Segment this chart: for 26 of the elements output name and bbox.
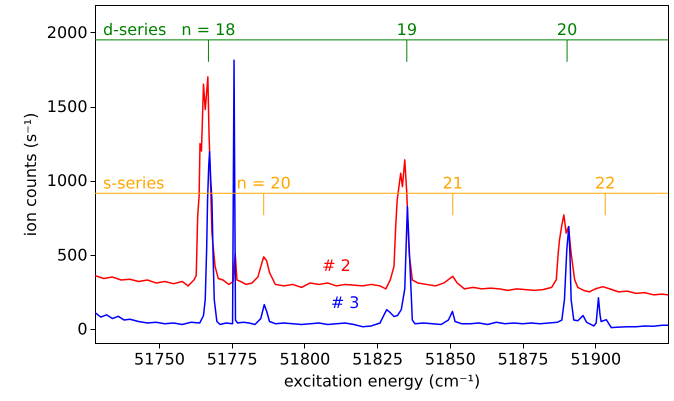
annotation: n = 18 [181, 20, 236, 39]
annotation: n = 20 [236, 173, 291, 192]
x-tick-label: 51800 [279, 350, 330, 368]
y-tick-label: 1000 [46, 171, 88, 190]
y-tick-label: 0 [77, 319, 88, 338]
line-series [95, 60, 668, 328]
x-tick-label: 51750 [134, 350, 185, 368]
annotation: 19 [396, 20, 417, 39]
ref-line-label: d-series [103, 20, 166, 39]
series-label: # 3 [330, 292, 360, 312]
annotation: 20 [556, 20, 578, 39]
series-label: # 2 [322, 256, 351, 275]
y-axis-title: ion counts (s⁻¹) [20, 112, 40, 236]
x-tick-label: 51775 [206, 350, 258, 368]
line-series [95, 76, 668, 296]
annotation: 21 [442, 173, 463, 192]
y-tick-label: 2000 [46, 22, 88, 42]
x-tick-label: 51900 [570, 350, 622, 368]
ref-line-label: s-series [103, 173, 164, 192]
y-tick-label: 1500 [46, 97, 88, 116]
x-tick-label: 51825 [352, 350, 404, 368]
y-tick-label: 500 [56, 245, 88, 264]
x-tick-label: 51875 [498, 350, 549, 368]
x-tick-label: 51850 [424, 350, 476, 368]
x-axis-title: excitation energy (cm⁻¹) [284, 372, 480, 390]
annotation: 22 [594, 173, 616, 192]
